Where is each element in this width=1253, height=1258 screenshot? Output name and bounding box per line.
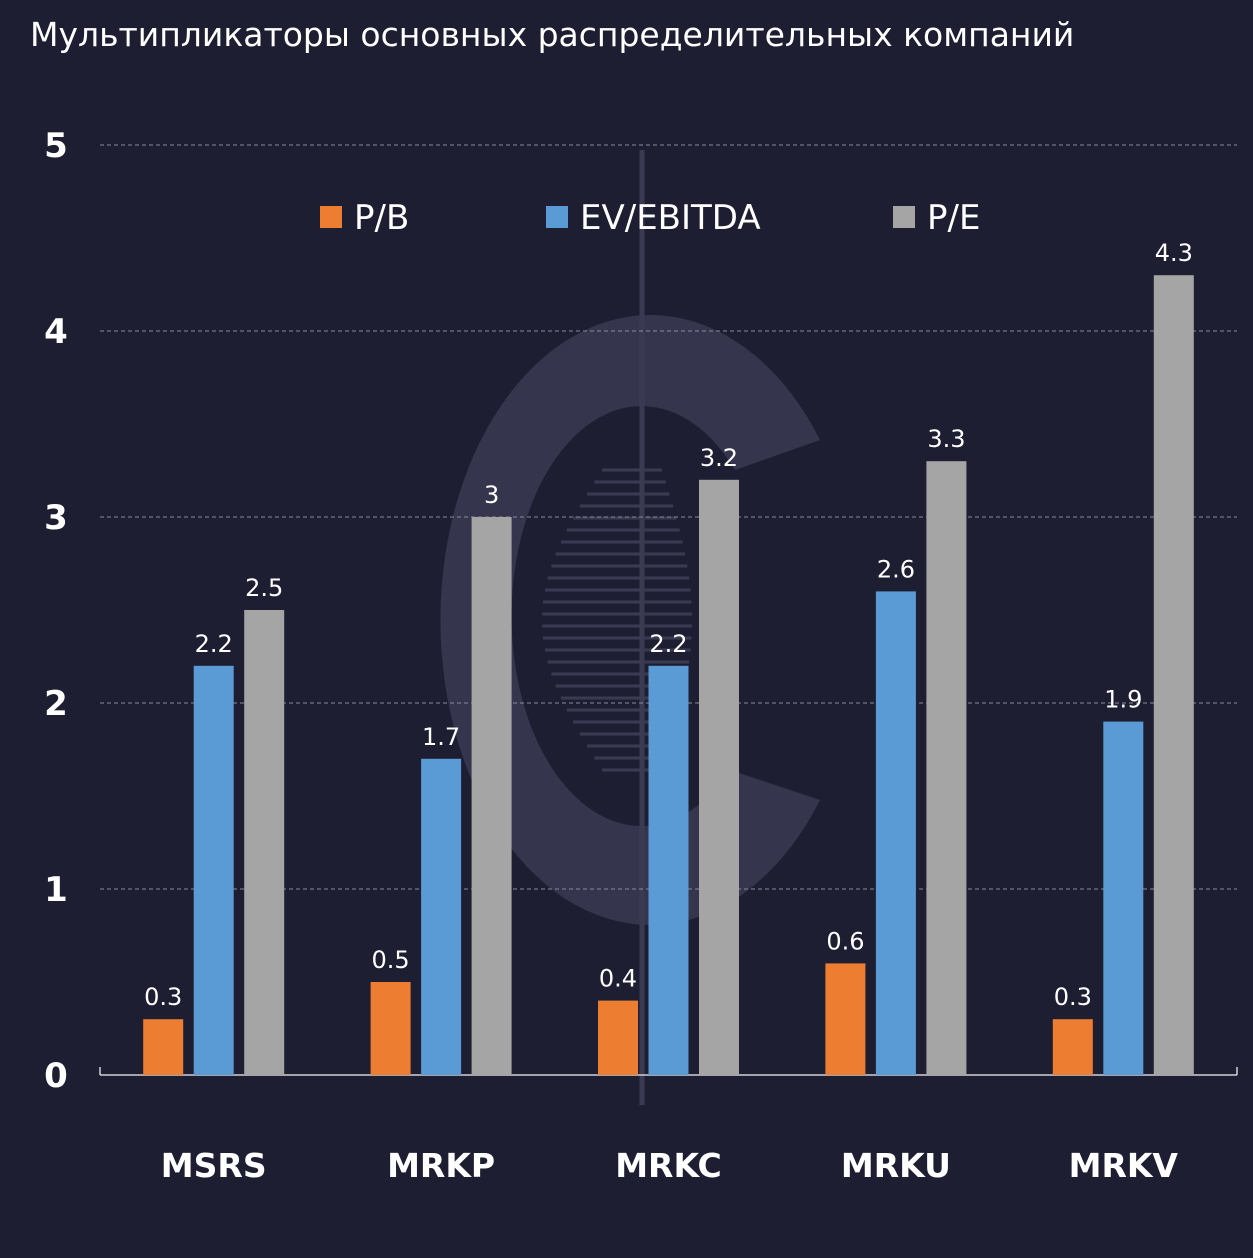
bar (825, 963, 866, 1075)
bars (143, 275, 1194, 1075)
logo-watermark (440, 150, 820, 1105)
data-label: 0.3 (1054, 983, 1092, 1011)
bar (143, 1019, 184, 1075)
x-tick-label: MRKV (1069, 1146, 1179, 1185)
data-label: 4.3 (1155, 239, 1193, 267)
chart-title: Мультипликаторы основных распределительн… (30, 15, 1074, 54)
bar (1052, 1019, 1093, 1075)
bar (193, 665, 234, 1075)
y-tick-label: 2 (44, 684, 68, 724)
data-label: 2.5 (245, 574, 283, 602)
logo-arc (440, 315, 820, 926)
legend-label: P/B (354, 198, 409, 238)
legend: P/B EV/EBITDA P/E (320, 198, 980, 238)
bar (471, 517, 512, 1075)
data-label: 2.2 (649, 630, 687, 658)
legend-label: P/E (927, 198, 980, 238)
x-tick-label: MSRS (161, 1146, 267, 1185)
bar (1153, 275, 1194, 1075)
legend-swatch (893, 206, 915, 228)
data-label: 3.3 (927, 425, 965, 453)
y-tick-label: 4 (44, 312, 68, 352)
x-axis-ticks: MSRS MRKP MRKC MRKU MRKV (161, 1146, 1179, 1185)
bar (370, 982, 411, 1075)
y-tick-label: 3 (44, 498, 68, 538)
x-tick-label: MRKP (387, 1146, 495, 1185)
data-label: 2.6 (877, 555, 915, 583)
bar (421, 758, 462, 1075)
x-tick-label: MRKC (615, 1146, 722, 1185)
y-axis-ticks: 0 1 2 3 4 5 (44, 126, 68, 1096)
data-label: 3 (484, 481, 499, 509)
bar (875, 591, 916, 1075)
data-label: 0.5 (372, 946, 410, 974)
bar (648, 665, 689, 1075)
x-tick-label: MRKU (841, 1146, 951, 1185)
bar (244, 610, 285, 1075)
data-label: 0.6 (826, 927, 864, 955)
data-label: 3.2 (700, 444, 738, 472)
bar (699, 479, 739, 1075)
y-tick-label: 1 (44, 870, 68, 910)
data-label: 0.4 (599, 965, 637, 993)
bar (1103, 721, 1144, 1075)
bar (926, 461, 967, 1075)
data-labels: 0.3 2.2 2.5 0.5 1.7 3 0.4 2.2 3.2 0.6 2.6 3.3 0.3 1.9… (144, 239, 1193, 1011)
data-label: 1.7 (422, 723, 460, 751)
legend-swatch (320, 206, 342, 228)
y-tick-label: 0 (44, 1056, 68, 1096)
data-label: 0.3 (144, 983, 182, 1011)
data-label: 2.2 (195, 630, 233, 658)
legend-swatch (546, 206, 568, 228)
legend-label: EV/EBITDA (580, 198, 761, 238)
data-label: 1.9 (1104, 686, 1142, 714)
bar (598, 1000, 638, 1075)
y-tick-label: 5 (44, 126, 68, 166)
